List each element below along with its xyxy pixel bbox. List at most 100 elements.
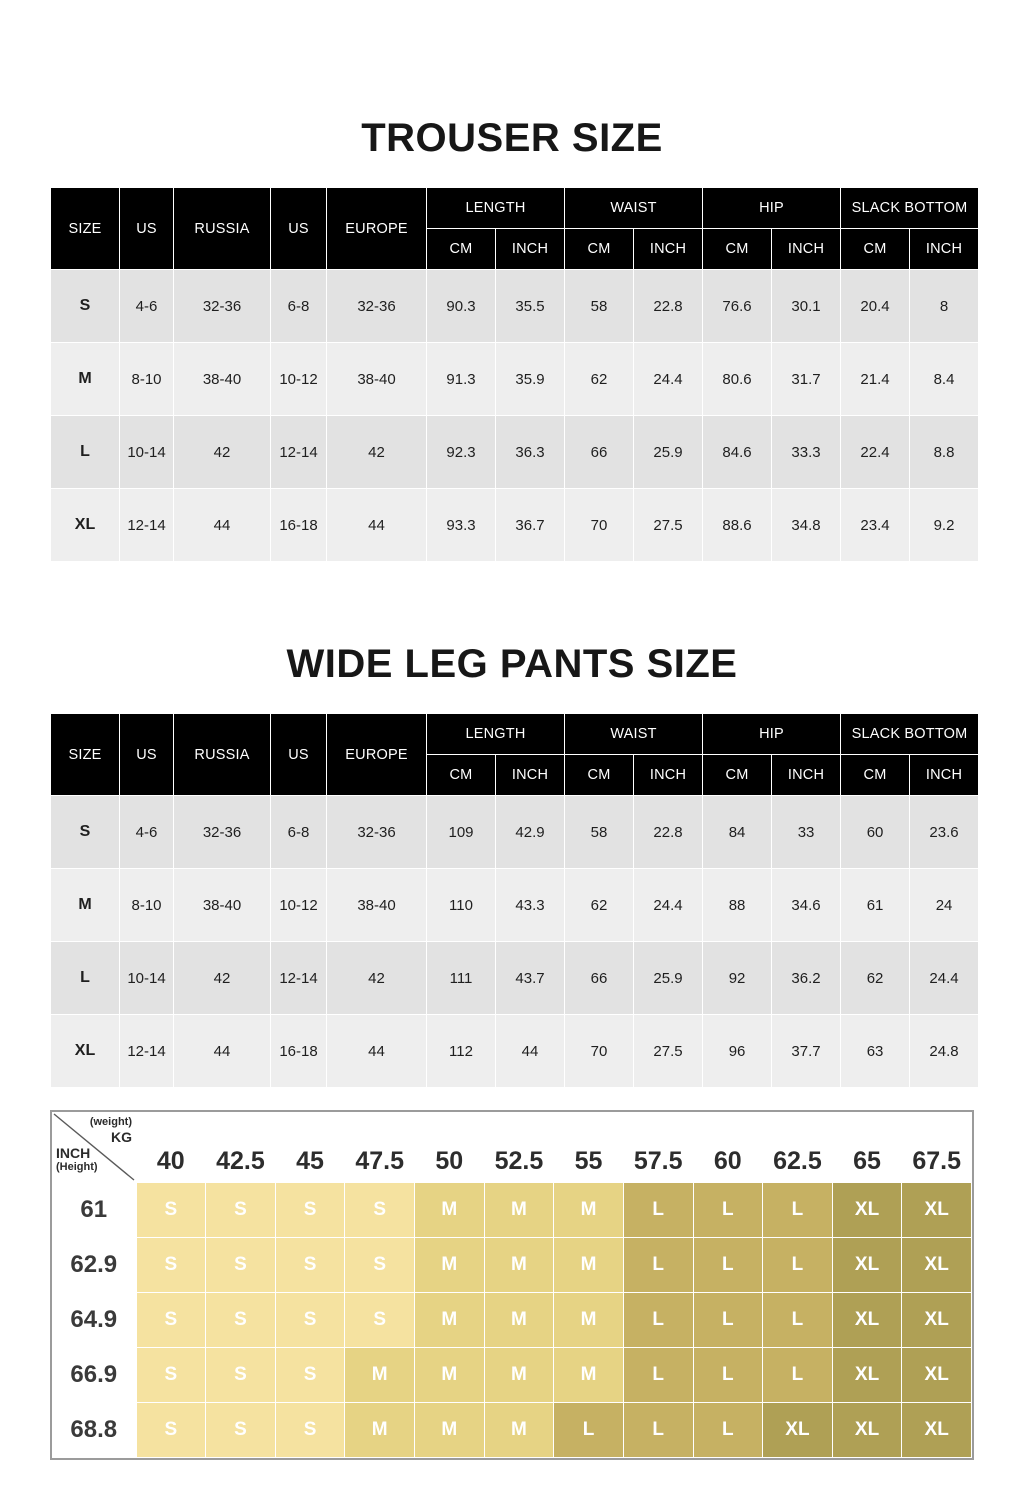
cell-slack-bottom-inch: 9.2 [909, 488, 980, 562]
cell-slack-bottom-inch: 24 [909, 868, 980, 942]
matrix-height-axis-label: INCH (Height) [56, 1145, 98, 1174]
cell-size: M [50, 868, 120, 942]
col-header-russia: RUSSIA [173, 713, 271, 796]
matrix-size-cell: S [205, 1401, 276, 1458]
cell-us-1: 4-6 [119, 269, 174, 343]
matrix-size-cell: XL [901, 1346, 972, 1403]
cell-russia: 42 [173, 415, 271, 489]
cell-length-inch: 43.7 [494, 941, 566, 1015]
matrix-row: 64.9 S S S S M M M L L L XL XL [52, 1291, 972, 1348]
matrix-size-cell: S [274, 1346, 346, 1403]
unit-waist-inch: INCH [633, 754, 704, 796]
matrix-size-cell: S [205, 1346, 276, 1403]
matrix-size-cell: XL [901, 1291, 972, 1348]
cell-waist-inch: 27.5 [633, 1014, 704, 1088]
table-row: XL 12-14 44 16-18 44 93.3 36.7 70 27.5 88.6 34.8 23… [50, 488, 980, 562]
matrix-size-cell: M [553, 1236, 624, 1293]
cell-slack-bottom-inch: 24.8 [909, 1014, 980, 1088]
cell-size: S [50, 269, 120, 343]
matrix-size-cell: M [483, 1181, 555, 1238]
cell-hip-cm: 76.6 [702, 269, 773, 343]
matrix-weight-header: 45 [275, 1112, 345, 1182]
cell-length-inch: 36.7 [494, 488, 566, 562]
cell-waist-cm: 66 [564, 415, 635, 489]
cell-slack-bottom-cm: 21.4 [840, 342, 911, 416]
cell-russia: 42 [173, 941, 271, 1015]
matrix-size-cell: XL [831, 1401, 903, 1458]
cell-us-2: 16-18 [270, 1014, 327, 1088]
cell-slack-bottom-cm: 62 [840, 941, 911, 1015]
page-title-trouser: TROUSER SIZE [361, 116, 663, 160]
matrix-weight-header: 65 [832, 1112, 902, 1182]
cell-waist-inch: 27.5 [633, 488, 704, 562]
col-group-length: LENGTH [425, 187, 566, 229]
matrix-weight-header: 42.5 [205, 1112, 276, 1182]
table-row: L 10-14 42 12-14 42 92.3 36.3 66 25.9 84.6 33.3 22.… [50, 415, 980, 489]
cell-us-2: 16-18 [270, 488, 327, 562]
cell-europe: 32-36 [326, 795, 427, 869]
height-unit: INCH [56, 1145, 91, 1162]
matrix-size-cell: XL [831, 1236, 903, 1293]
matrix-size-cell: M [414, 1291, 485, 1348]
matrix-size-cell: XL [831, 1181, 903, 1238]
unit-length-cm: CM [426, 228, 496, 270]
matrix-weight-header: 52.5 [484, 1112, 554, 1182]
col-header-europe: EUROPE [326, 713, 427, 796]
cell-size: L [50, 941, 120, 1015]
cell-hip-inch: 36.2 [771, 941, 842, 1015]
matrix-size-cell: S [135, 1401, 207, 1458]
cell-length-cm: 92.3 [426, 415, 496, 489]
matrix-size-cell: M [414, 1181, 485, 1238]
col-header-size: SIZE [50, 713, 120, 796]
col-group-length: LENGTH [425, 713, 566, 755]
cell-size: XL [50, 1014, 120, 1088]
cell-waist-inch: 25.9 [633, 415, 704, 489]
unit-hip-cm: CM [702, 228, 773, 270]
cell-us-1: 10-14 [119, 941, 174, 1015]
cell-slack-bottom-inch: 8.8 [909, 415, 980, 489]
matrix-weight-header: 62.5 [762, 1112, 833, 1182]
cell-length-cm: 93.3 [426, 488, 496, 562]
cell-hip-inch: 33.3 [771, 415, 842, 489]
matrix-size-cell: M [483, 1236, 555, 1293]
matrix-size-cell: L [692, 1236, 764, 1293]
cell-length-inch: 44 [494, 1014, 566, 1088]
cell-us-1: 10-14 [119, 415, 174, 489]
cell-europe: 44 [326, 488, 427, 562]
diagonal-divider-icon [53, 1113, 135, 1181]
col-header-us-2: US [270, 713, 327, 796]
unit-length-inch: INCH [494, 228, 566, 270]
cell-hip-cm: 88 [702, 868, 773, 942]
unit-hip-inch: INCH [771, 754, 842, 796]
cell-russia: 38-40 [173, 342, 271, 416]
unit-waist-cm: CM [564, 754, 635, 796]
col-group-slack-bottom: SLACK BOTTOM [840, 713, 980, 755]
unit-waist-inch: INCH [633, 228, 704, 270]
matrix-size-cell: S [135, 1346, 207, 1403]
cell-slack-bottom-cm: 20.4 [840, 269, 911, 343]
cell-russia: 38-40 [173, 868, 271, 942]
matrix-weight-axis-label: (weight) KG [90, 1116, 132, 1145]
cell-length-cm: 91.3 [426, 342, 496, 416]
cell-length-cm: 110 [426, 868, 496, 942]
matrix-weight-header: 50 [414, 1112, 485, 1182]
table-row: L 10-14 42 12-14 42 111 43.7 66 25.9 92 36.2 62 24.4 [50, 941, 980, 1015]
col-group-waist: WAIST [564, 713, 704, 755]
cell-europe: 38-40 [326, 342, 427, 416]
weight-unit: KG [111, 1128, 132, 1145]
matrix-size-cell: M [344, 1346, 415, 1403]
unit-hip-cm: CM [702, 754, 773, 796]
col-header-size: SIZE [50, 187, 120, 270]
table-header: SIZE US RUSSIA US EUROPE LENGTH WAIST HI… [50, 187, 980, 270]
cell-waist-cm: 70 [564, 1014, 635, 1088]
cell-hip-inch: 33 [771, 795, 842, 869]
matrix-weight-header: 40 [136, 1112, 206, 1182]
matrix-weight-header: 67.5 [901, 1112, 972, 1182]
cell-hip-inch: 34.8 [771, 488, 842, 562]
cell-hip-cm: 96 [702, 1014, 773, 1088]
matrix-size-cell: S [274, 1236, 346, 1293]
matrix-size-cell: XL [901, 1181, 972, 1238]
cell-hip-cm: 84 [702, 795, 773, 869]
matrix-size-cell: L [692, 1291, 764, 1348]
cell-russia: 32-36 [173, 795, 271, 869]
